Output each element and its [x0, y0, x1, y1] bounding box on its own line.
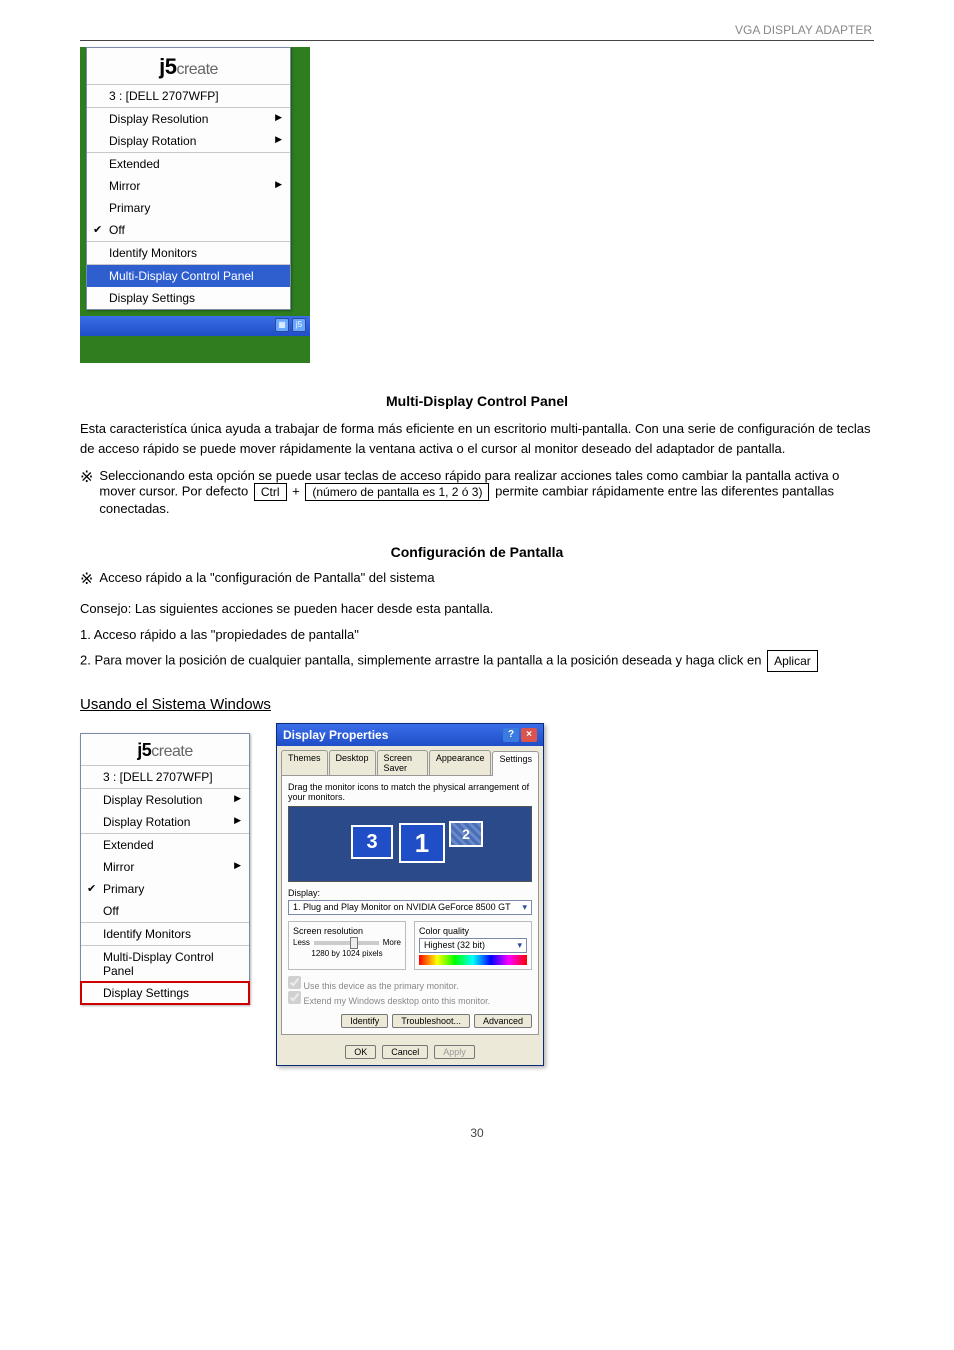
apply-box: Aplicar — [767, 650, 818, 672]
identify-button[interactable]: Identify — [341, 1014, 388, 1028]
color-quality-select[interactable]: Highest (32 bit) — [419, 938, 527, 953]
menu-off[interactable]: Off — [81, 900, 249, 922]
heading-display-settings: Configuración de Pantalla — [80, 544, 874, 560]
menu-off[interactable]: Off — [87, 219, 290, 241]
tab-themes[interactable]: Themes — [281, 750, 328, 775]
menu-extended[interactable]: Extended — [81, 834, 249, 856]
display-label: Display: — [288, 888, 532, 898]
note-1-body: Seleccionando esta opción se puede usar … — [99, 468, 874, 516]
key-number: (número de pantalla es 1, 2 ó 3) — [305, 483, 489, 501]
heading-mdcp: Multi-Display Control Panel — [80, 393, 874, 409]
slider-less: Less — [293, 938, 310, 947]
figures-row: j5create 3 : [DELL 2707WFP] Display Reso… — [80, 723, 874, 1066]
menu-primary[interactable]: Primary — [87, 197, 290, 219]
monitor-2[interactable]: 2 — [449, 821, 483, 847]
drag-hint: Drag the monitor icons to match the phys… — [288, 782, 532, 802]
tip-2-pre: 2. Para mover la posición de cualquier p… — [80, 653, 765, 668]
color-bar — [419, 955, 527, 965]
dialog-title-text: Display Properties — [283, 728, 388, 742]
context-menu-b: j5create 3 : [DELL 2707WFP] Display Reso… — [80, 733, 256, 1005]
display-properties-dialog: Display Properties ? × Themes Desktop Sc… — [276, 723, 544, 1066]
display-select-value: 1. Plug and Play Monitor on NVIDIA GeFor… — [293, 902, 511, 913]
menu-mirror[interactable]: Mirror — [81, 856, 249, 878]
plus-sign: + — [289, 483, 304, 498]
tab-screensaver[interactable]: Screen Saver — [377, 750, 428, 775]
menu-display-resolution[interactable]: Display Resolution — [87, 108, 290, 130]
screen-resolution-group: Screen resolution Less More 1280 by 1024… — [288, 921, 406, 970]
troubleshoot-button[interactable]: Troubleshoot... — [392, 1014, 470, 1028]
menu-primary[interactable]: Primary — [81, 878, 249, 900]
logo-bold: j5 — [137, 740, 151, 760]
menu-multi-display-control-panel[interactable]: Multi-Display Control Panel — [81, 946, 249, 982]
tip-2: 2. Para mover la posición de cualquier p… — [80, 650, 874, 672]
dialog-body: Drag the monitor icons to match the phys… — [281, 775, 539, 1035]
menu-mirror[interactable]: Mirror — [87, 175, 290, 197]
apply-button[interactable]: Apply — [434, 1045, 475, 1059]
tab-appearance[interactable]: Appearance — [429, 750, 492, 775]
page-number: 30 — [80, 1126, 874, 1140]
ok-button[interactable]: OK — [345, 1045, 376, 1059]
dialog-footer: OK Cancel Apply — [277, 1039, 543, 1065]
tab-desktop[interactable]: Desktop — [329, 750, 376, 775]
dialog-buttons-mid: Identify Troubleshoot... Advanced — [288, 1014, 532, 1028]
tab-settings[interactable]: Settings — [492, 751, 539, 776]
taskbar: ▦ j5 — [80, 316, 310, 336]
tip-lead: Consejo: Las siguientes acciones se pued… — [80, 599, 874, 619]
close-icon[interactable]: × — [521, 728, 537, 742]
menu-display-settings[interactable]: Display Settings — [87, 287, 290, 309]
menu-extended[interactable]: Extended — [87, 153, 290, 175]
color-quality-group: Color quality Highest (32 bit) — [414, 921, 532, 970]
chk-primary[interactable]: Use this device as the primary monitor. — [288, 976, 532, 991]
context-menu-a: j5create 3 : [DELL 2707WFP] Display Reso… — [80, 47, 310, 363]
menu-monitor-label[interactable]: 3 : [DELL 2707WFP] — [81, 766, 249, 788]
note-symbol: ※ — [80, 570, 93, 589]
menu-display-resolution[interactable]: Display Resolution — [81, 789, 249, 811]
section-title-windows: Usando el Sistema Windows — [80, 696, 874, 713]
help-icon[interactable]: ? — [503, 728, 519, 742]
menu-multi-display-control-panel[interactable]: Multi-Display Control Panel — [87, 265, 290, 287]
top-rule — [80, 40, 874, 41]
monitor-3[interactable]: 3 — [351, 825, 393, 859]
menu-identify-monitors[interactable]: Identify Monitors — [81, 923, 249, 945]
slider-more: More — [383, 938, 401, 947]
menu: j5create 3 : [DELL 2707WFP] Display Reso… — [86, 47, 291, 310]
dialog-titlebar[interactable]: Display Properties ? × — [277, 724, 543, 746]
menu-monitor-label[interactable]: 3 : [DELL 2707WFP] — [87, 85, 290, 107]
tray-icon-j5[interactable]: j5 — [292, 318, 306, 332]
menu-display-settings[interactable]: Display Settings — [81, 982, 249, 1004]
screen-res-title: Screen resolution — [293, 926, 401, 936]
logo: j5create — [87, 48, 290, 84]
tray-icon[interactable]: ▦ — [275, 318, 289, 332]
resolution-value: 1280 by 1024 pixels — [293, 949, 401, 958]
cancel-button[interactable]: Cancel — [382, 1045, 428, 1059]
menu-display-rotation[interactable]: Display Rotation — [87, 130, 290, 152]
para-1: Esta caracteristíca única ayuda a trabaj… — [80, 419, 874, 458]
page: VGA DISPLAY ADAPTER j5create 3 : [DELL 2… — [0, 0, 954, 1350]
advanced-button[interactable]: Advanced — [474, 1014, 532, 1028]
menu-identify-monitors[interactable]: Identify Monitors — [87, 242, 290, 264]
key-ctrl: Ctrl — [254, 483, 287, 501]
note-2: ※ Acceso rápido a la "configuración de P… — [80, 570, 874, 589]
monitor-arrangement-area[interactable]: 3 1 2 — [288, 806, 532, 882]
menu-display-rotation[interactable]: Display Rotation — [81, 811, 249, 833]
logo-bold: j5 — [159, 54, 176, 79]
color-q-title: Color quality — [419, 926, 527, 936]
monitor-1[interactable]: 1 — [399, 823, 445, 863]
menu: j5create 3 : [DELL 2707WFP] Display Reso… — [80, 733, 250, 1005]
color-q-value: Highest (32 bit) — [424, 940, 485, 951]
logo: j5create — [81, 734, 249, 765]
logo-thin: create — [151, 743, 192, 760]
chk-extend[interactable]: Extend my Windows desktop onto this moni… — [288, 991, 532, 1006]
note-1: ※ Seleccionando esta opción se puede usa… — [80, 468, 874, 516]
tip-1: 1. Acceso rápido a las "propiedades de p… — [80, 625, 874, 645]
checkbox-group: Use this device as the primary monitor. … — [288, 976, 532, 1006]
note-symbol: ※ — [80, 468, 93, 487]
display-select[interactable]: 1. Plug and Play Monitor on NVIDIA GeFor… — [288, 900, 532, 915]
logo-thin: create — [176, 61, 217, 78]
note-2-text: Acceso rápido a la "configuración de Pan… — [99, 570, 434, 585]
header-text: VGA DISPLAY ADAPTER — [80, 23, 874, 37]
resolution-slider[interactable]: Less More — [293, 938, 401, 947]
system-tray: ▦ j5 — [275, 318, 306, 332]
tab-strip: Themes Desktop Screen Saver Appearance S… — [277, 746, 543, 775]
